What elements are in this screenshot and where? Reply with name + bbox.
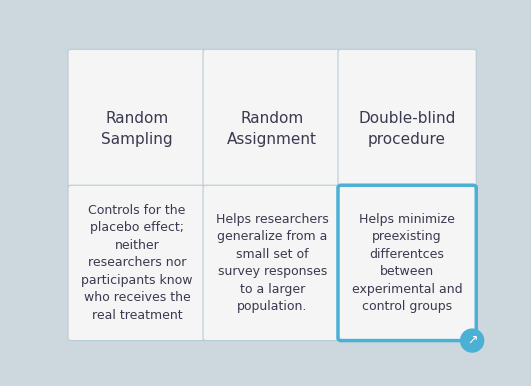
FancyBboxPatch shape <box>203 49 341 188</box>
FancyBboxPatch shape <box>68 49 206 188</box>
Text: ↗: ↗ <box>467 334 477 347</box>
Text: Helps minimize
preexisting
differentces
between
experimental and
control groups: Helps minimize preexisting differentces … <box>352 213 463 313</box>
Text: Random
Sampling: Random Sampling <box>101 112 173 147</box>
Text: Random
Assignment: Random Assignment <box>227 112 317 147</box>
Text: Controls for the
placebo effect;
neither
researchers nor
participants know
who r: Controls for the placebo effect; neither… <box>81 204 193 322</box>
FancyBboxPatch shape <box>338 49 476 188</box>
Text: Double-blind
procedure: Double-blind procedure <box>358 112 456 147</box>
FancyBboxPatch shape <box>338 185 476 340</box>
FancyBboxPatch shape <box>203 185 341 340</box>
Ellipse shape <box>460 329 484 352</box>
FancyBboxPatch shape <box>68 185 206 340</box>
Text: Helps researchers
generalize from a
small set of
survey responses
to a larger
po: Helps researchers generalize from a smal… <box>216 213 329 313</box>
